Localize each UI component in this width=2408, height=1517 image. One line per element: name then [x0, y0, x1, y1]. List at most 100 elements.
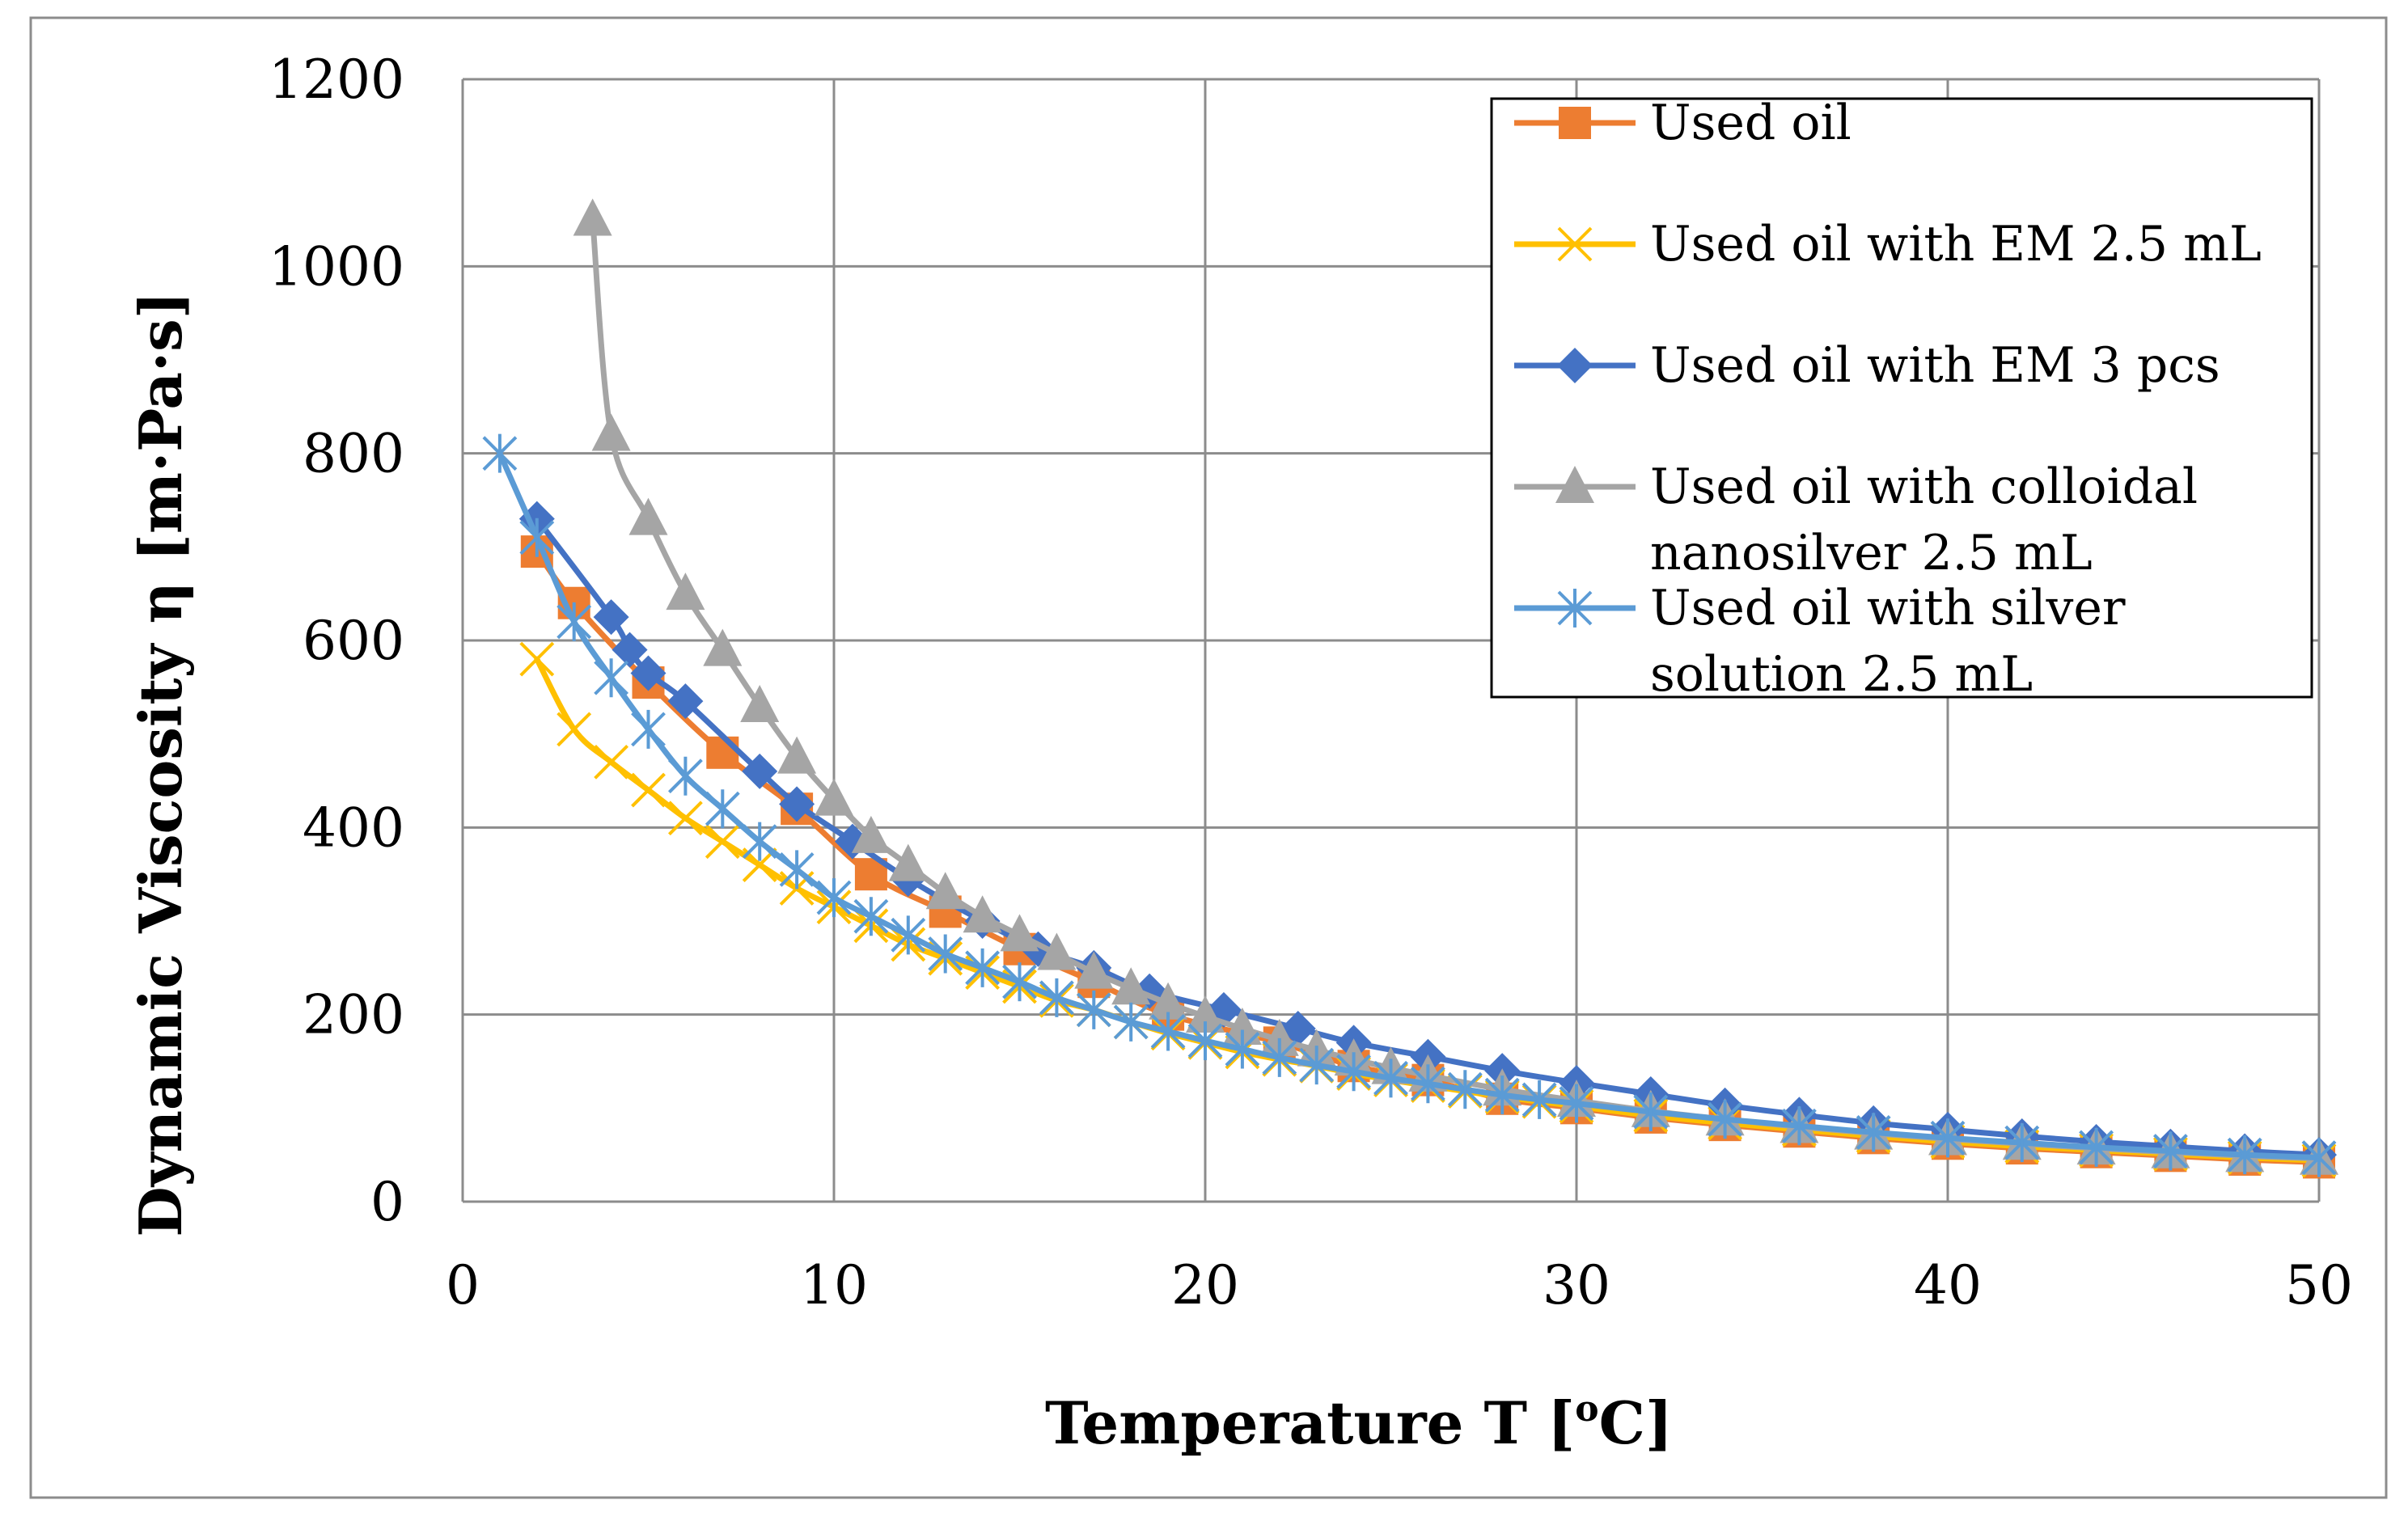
data-point [1447, 1070, 1483, 1109]
legend-marker [1557, 589, 1593, 628]
data-point [1336, 1052, 1372, 1092]
data-point [816, 878, 852, 918]
y-tick-label: 400 [303, 797, 404, 859]
legend-label-line: Used oil [1650, 95, 1851, 151]
data-point [667, 801, 703, 836]
tick-labels: 0 200 400 600 800 1000 1200 0 10 20 30 40 50 [269, 49, 2353, 1316]
data-point [742, 822, 777, 861]
legend-marker [1557, 226, 1593, 262]
legend-label-line: Used oil with EM 3 pcs [1650, 337, 2220, 394]
data-point [557, 602, 592, 641]
data-point [1149, 982, 1188, 1020]
x-axis-title: Temperature T [oC] [1045, 1388, 1673, 1457]
data-point [1373, 1059, 1408, 1098]
data-point [1000, 914, 1039, 952]
data-point [888, 843, 928, 881]
data-point [1037, 932, 1077, 970]
data-point [925, 872, 965, 910]
data-point [2152, 1131, 2188, 1171]
data-point [1930, 1118, 1966, 1158]
y-tick-label: 200 [303, 984, 404, 1046]
data-point [853, 897, 889, 936]
data-point [1111, 967, 1151, 1005]
data-point [740, 684, 780, 722]
data-point [2079, 1127, 2114, 1167]
marker-stroke [705, 824, 740, 860]
x-tick-label: 20 [1171, 1254, 1239, 1316]
legend-label: Used oil with silver solution 2.5 mL [1650, 580, 2126, 703]
x-axis-title-end: C] [1599, 1388, 1673, 1457]
data-point [631, 772, 666, 808]
data-point [1856, 1113, 1891, 1152]
legend-item: Used oil with silver solution 2.5 mL [1514, 580, 2126, 703]
data-point [1074, 951, 1114, 989]
marker-stroke [631, 772, 666, 808]
data-point [706, 736, 739, 769]
x-tick-label: 0 [446, 1254, 480, 1316]
marker-stroke [519, 641, 555, 677]
data-point [573, 198, 612, 236]
data-point [2227, 1135, 2262, 1175]
data-point [1222, 1008, 1262, 1046]
data-point [1781, 1106, 1817, 1146]
legend-label: Used oil with EM 2.5 mL [1650, 216, 2262, 273]
data-point [667, 683, 704, 720]
data-point [591, 413, 631, 451]
legend-label: Used oil [1650, 95, 1851, 151]
data-point [779, 850, 815, 889]
legend-marker [1555, 466, 1594, 503]
legend-label-line: Used oil with silver [1650, 580, 2126, 636]
data-point [1484, 1075, 1520, 1115]
data-point [891, 915, 926, 955]
y-tick-label: 600 [303, 610, 404, 672]
data-point [1410, 1064, 1445, 1104]
x-axis-title-sup: o [1575, 1388, 1598, 1430]
data-point [1076, 990, 1111, 1029]
data-point [666, 573, 705, 611]
data-point [1633, 1092, 1669, 1131]
legend-label-line: Used oil with colloidal [1650, 458, 2198, 515]
data-point [1559, 1084, 1594, 1123]
marker-stroke [594, 744, 629, 780]
legend-marker [1559, 107, 1591, 139]
data-point [779, 786, 815, 822]
y-axis-title: Dynamic Viscosity η [m·Pa·s] [126, 291, 195, 1236]
legend: Used oil Used oil with EM 2.5 mL Used oil … [1490, 95, 2313, 703]
y-tick-label: 1200 [269, 49, 404, 111]
data-point [1299, 1046, 1335, 1085]
legend-label: Used oil with colloidal nanosilver 2.5 mL [1650, 458, 2198, 581]
data-point [1521, 1080, 1557, 1119]
data-point [1039, 978, 1074, 1017]
data-point [928, 934, 963, 974]
data-point [631, 709, 666, 749]
data-point [1708, 1100, 1743, 1139]
legend-item: Used oil with EM 2.5 mL [1514, 216, 2262, 273]
x-tick-label: 50 [2285, 1254, 2353, 1316]
data-point [1187, 1021, 1223, 1061]
data-point [965, 948, 1001, 987]
y-tick-label: 0 [370, 1171, 404, 1233]
data-point [1262, 1037, 1297, 1077]
data-point [777, 736, 817, 774]
data-point [630, 655, 667, 691]
data-point [1113, 1002, 1149, 1042]
data-point [594, 658, 629, 698]
x-axis-title-main: Temperature T [ [1045, 1388, 1575, 1457]
data-point [1002, 962, 1037, 1002]
data-point [628, 497, 668, 535]
legend-label-line: nanosilver 2.5 mL [1650, 525, 2093, 581]
data-point [594, 744, 629, 780]
series-group [482, 198, 2338, 1179]
marker-stroke [667, 801, 703, 836]
data-point [703, 628, 743, 666]
data-point [612, 632, 648, 668]
data-point [705, 789, 740, 829]
data-point [851, 815, 891, 853]
data-point [593, 599, 629, 636]
data-point [667, 756, 703, 796]
x-tick-label: 30 [1543, 1254, 1610, 1316]
data-point [1225, 1029, 1260, 1069]
data-point [482, 433, 518, 473]
data-point [815, 778, 853, 816]
